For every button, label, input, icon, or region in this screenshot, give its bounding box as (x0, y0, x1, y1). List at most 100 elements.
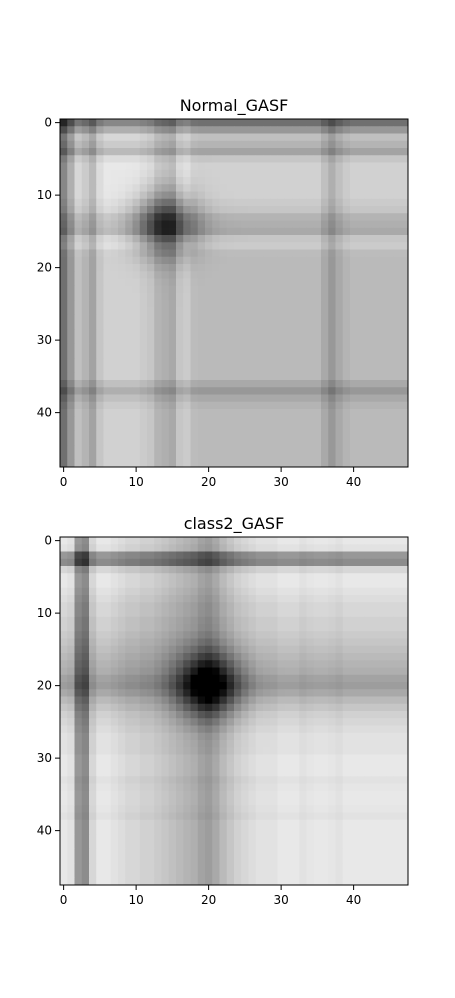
heatmap-cell (132, 416, 141, 424)
heatmap-cell (67, 322, 75, 330)
heatmap-cell (205, 343, 213, 352)
heatmap-cell (89, 329, 97, 337)
heatmap-cell (292, 220, 300, 229)
heatmap-cell (74, 682, 83, 690)
heatmap-cell (393, 602, 402, 610)
heatmap-cell (292, 602, 300, 610)
heatmap-cell (168, 551, 177, 560)
heatmap-cell (103, 740, 112, 748)
heatmap-cell (60, 336, 68, 345)
heatmap-cell (103, 372, 112, 381)
heatmap-cell (139, 220, 148, 229)
heatmap-cell (386, 761, 394, 770)
heatmap-cell (371, 689, 380, 697)
heatmap-cell (103, 285, 112, 294)
heatmap-cell (190, 769, 199, 777)
heatmap-cell (364, 689, 373, 697)
heatmap-cell (386, 416, 394, 424)
heatmap-cell (154, 573, 162, 581)
heatmap-cell (292, 119, 300, 127)
heatmap-cell (241, 761, 249, 770)
heatmap-cell (248, 264, 257, 272)
heatmap-cell (168, 573, 177, 581)
heatmap-cell (292, 133, 300, 142)
heatmap-cell (190, 430, 199, 439)
heatmap-cell (139, 537, 148, 545)
heatmap-cell (241, 148, 249, 156)
heatmap-cell (277, 329, 286, 337)
heatmap-cell (60, 732, 68, 741)
heatmap-cell (371, 653, 380, 661)
heatmap-cell (226, 544, 235, 552)
heatmap-cell (328, 409, 336, 417)
heatmap-cell (248, 343, 257, 352)
heatmap-cell (74, 711, 83, 719)
heatmap-cell (81, 184, 90, 192)
heatmap-cell (89, 307, 97, 316)
heatmap-cell (328, 162, 336, 171)
heatmap-cell (183, 409, 191, 417)
heatmap-cell (96, 380, 104, 388)
heatmap-cell (226, 776, 235, 784)
heatmap-cell (60, 747, 68, 755)
heatmap-cell (132, 877, 141, 886)
heatmap-cell (190, 798, 199, 806)
heatmap-cell (168, 877, 177, 886)
heatmap-cell (205, 438, 213, 446)
heatmap-cell (139, 300, 148, 308)
heatmap-cell (277, 645, 286, 654)
x-tick-label: 40 (346, 475, 361, 489)
heatmap-cell (125, 747, 133, 755)
heatmap-cell (118, 380, 126, 388)
heatmap-cell (118, 819, 126, 828)
heatmap-cell (161, 551, 170, 560)
heatmap-cell (183, 416, 191, 424)
heatmap-cell (132, 653, 141, 661)
heatmap-cell (161, 747, 170, 755)
heatmap-cell (335, 805, 344, 813)
heatmap-cell (147, 148, 155, 156)
heatmap-cell (234, 227, 242, 236)
heatmap-cell (335, 423, 344, 432)
heatmap-cell (328, 416, 336, 424)
heatmap-cell (270, 725, 278, 734)
heatmap-cell (335, 387, 344, 395)
heatmap-cell (292, 551, 300, 560)
heatmap-cell (270, 696, 278, 705)
heatmap-cell (400, 631, 409, 639)
heatmap-cell (110, 689, 119, 697)
heatmap-cell (234, 689, 242, 697)
heatmap-cell (67, 329, 75, 337)
heatmap-cell (212, 264, 220, 272)
heatmap-cell (241, 827, 249, 835)
heatmap-cell (132, 682, 141, 690)
heatmap-cell (263, 711, 271, 719)
heatmap-cell (292, 689, 300, 697)
heatmap-cell (168, 674, 177, 683)
heatmap-cell (118, 732, 126, 741)
heatmap-cell (393, 365, 402, 374)
heatmap-cell (139, 667, 148, 676)
heatmap-cell (197, 645, 206, 654)
heatmap-cell (96, 198, 104, 207)
heatmap-cell (379, 660, 387, 668)
heatmap-cell (176, 235, 184, 243)
heatmap-cell (139, 841, 148, 850)
heatmap-cell (284, 798, 293, 806)
heatmap-cell (161, 537, 170, 545)
heatmap-cell (183, 827, 191, 835)
heatmap-cell (270, 805, 278, 813)
heatmap-cell (139, 423, 148, 432)
heatmap-cell (67, 184, 75, 192)
heatmap-cell (168, 537, 177, 545)
heatmap-cell (350, 191, 358, 200)
heatmap-cell (154, 660, 162, 668)
heatmap-cell (313, 711, 322, 719)
heatmap-cell (335, 438, 344, 446)
heatmap-cell (89, 249, 97, 258)
heatmap-cell (248, 329, 257, 337)
heatmap-cell (386, 551, 394, 560)
heatmap-cell (234, 307, 242, 316)
heatmap-cell (118, 438, 126, 446)
